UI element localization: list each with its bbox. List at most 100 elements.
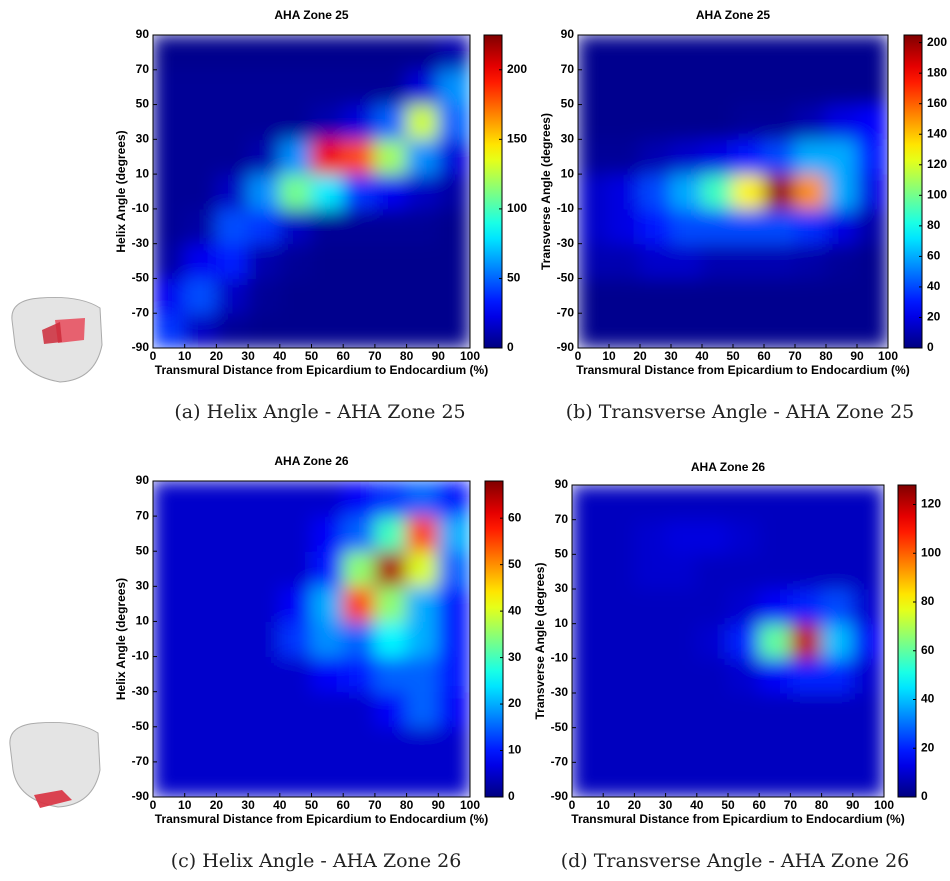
colorbar-tick-label: 20: [508, 696, 522, 710]
heat-cell: [153, 69, 186, 106]
heat-cell: [758, 761, 791, 797]
heat-cell: [247, 761, 281, 797]
heat-cell: [701, 104, 734, 140]
heat-cell: [215, 761, 249, 797]
heat-cell: [406, 550, 439, 587]
heat-cell: [184, 515, 217, 552]
heat-cell: [572, 623, 604, 659]
heat-cell: [572, 692, 604, 729]
x-tick-label: 0: [569, 798, 576, 812]
colorbar-tick-label: 120: [921, 497, 941, 511]
y-tick-label: 30: [136, 132, 150, 146]
heat-cell: [374, 104, 408, 140]
heat-cell: [215, 691, 249, 728]
y-tick-label: 30: [555, 581, 569, 595]
heat-cell: [727, 727, 760, 763]
heat-cell: [342, 691, 376, 728]
heat-cell: [856, 138, 888, 175]
heat-cell: [578, 138, 610, 175]
heat-cell: [215, 104, 249, 140]
colorbar-tick-label: 60: [921, 643, 935, 657]
heat-cell: [578, 35, 610, 71]
heat-cell: [789, 519, 823, 555]
heat-cell: [727, 485, 760, 521]
heat-cell: [406, 620, 439, 658]
heat-cell: [852, 761, 884, 797]
x-tick-label: 80: [819, 349, 833, 363]
heat-cell: [311, 481, 344, 517]
y-tick-label: -30: [132, 684, 150, 698]
heat-cell: [701, 173, 734, 210]
x-tick-label: 50: [305, 349, 319, 363]
heat-cell: [184, 761, 217, 797]
heat-cell: [639, 312, 672, 348]
heat-cell: [608, 35, 641, 71]
colorbar-tick-label: 50: [508, 557, 522, 571]
x-tick-label: 10: [178, 798, 192, 812]
heat-cell: [406, 104, 439, 140]
heat-cell: [608, 138, 641, 175]
y-tick-label: -10: [557, 201, 575, 215]
heat-cell: [727, 623, 760, 659]
heat-cell: [732, 69, 765, 106]
x-tick-label: 60: [757, 349, 771, 363]
colorbar-tick-label: 100: [921, 545, 941, 559]
heat-cell: [763, 35, 796, 71]
heat-cell: [279, 656, 312, 693]
heat-cell: [374, 35, 408, 71]
heat-cell: [602, 761, 635, 797]
heat-cell: [794, 208, 827, 245]
y-tick-label: 10: [561, 166, 575, 180]
heat-cell: [821, 519, 854, 555]
y-axis-label: Transverse Angle (degrees): [533, 563, 547, 720]
heat-cell: [633, 761, 667, 797]
heat-cell: [639, 173, 672, 210]
heat-cell: [639, 104, 672, 140]
heat-cell: [342, 515, 376, 552]
heat-cell: [696, 657, 729, 694]
x-tick-label: 10: [178, 349, 192, 363]
heat-cell: [758, 692, 791, 729]
heat-cell: [670, 243, 703, 279]
heat-cell: [342, 585, 376, 622]
y-tick-label: 10: [136, 614, 150, 628]
x-axis-label: Transmural Distance from Epicardium to E…: [155, 363, 488, 377]
heat-cell: [602, 657, 635, 694]
heat-cell: [821, 761, 854, 797]
heatmap: [153, 35, 470, 348]
heat-cell: [279, 243, 312, 279]
heat-cell: [633, 692, 667, 729]
heat-cell: [279, 208, 312, 245]
y-tick-label: -90: [551, 789, 569, 803]
colorbar-tick-label: 200: [927, 35, 947, 49]
heat-cell: [633, 588, 667, 625]
heat-cell: [572, 553, 604, 590]
colorbar-tick-label: 0: [921, 789, 928, 803]
heat-cell: [821, 588, 854, 625]
heat-cell: [633, 727, 667, 763]
heat-cell: [184, 312, 217, 348]
heat-cell: [696, 623, 729, 659]
colorbar-tick-label: 40: [921, 692, 935, 706]
x-tick-label: 90: [846, 798, 860, 812]
heat-cell: [763, 277, 796, 314]
heat-cell: [247, 620, 281, 658]
heat-cell: [696, 519, 729, 555]
x-tick-label: 20: [633, 349, 647, 363]
heat-cell: [437, 312, 470, 348]
heat-cell: [633, 553, 667, 590]
heat-cell: [665, 692, 698, 729]
heat-cell: [406, 312, 439, 348]
heat-cell: [578, 312, 610, 348]
heat-cell: [153, 761, 186, 797]
colorbar-tick-label: 200: [507, 62, 527, 76]
heat-cell: [184, 104, 217, 140]
heat-cell: [406, 761, 439, 797]
heat-cell: [670, 208, 703, 245]
colorbar-tick-label: 0: [927, 340, 934, 354]
heat-cell: [153, 726, 186, 763]
heat-cell: [247, 691, 281, 728]
heat-cell: [852, 727, 884, 763]
heat-cell: [374, 656, 408, 693]
y-tick-label: -50: [551, 720, 569, 734]
